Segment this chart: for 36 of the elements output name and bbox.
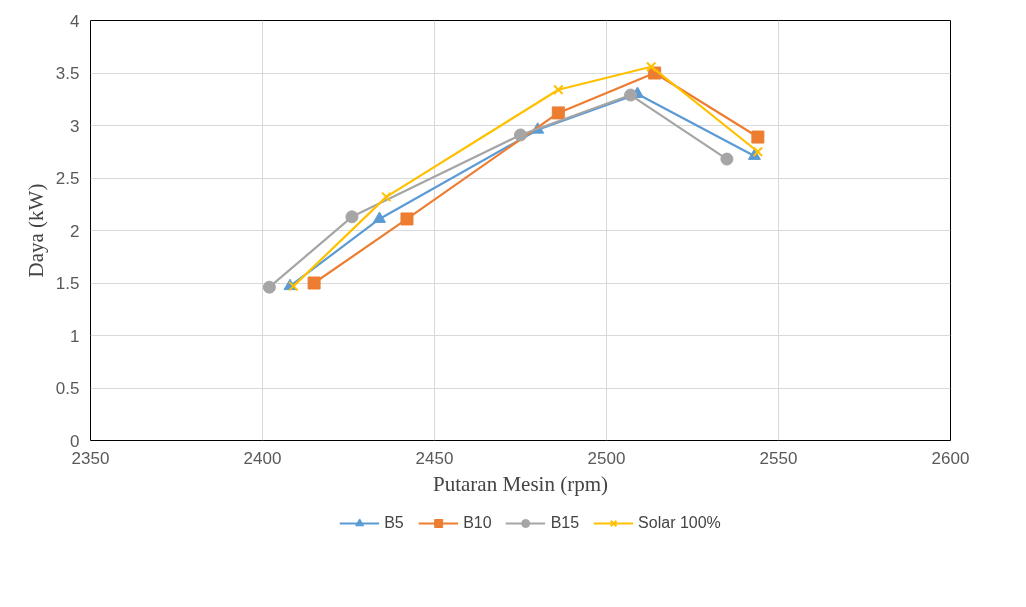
legend-label: B10 — [463, 514, 492, 532]
point — [551, 106, 565, 120]
point — [514, 128, 527, 142]
y-tick-label: 4 — [70, 11, 80, 31]
x-tick-label: 2450 — [415, 448, 454, 468]
point — [288, 280, 299, 292]
point — [345, 210, 359, 224]
y-tick-label: 1 — [70, 326, 80, 346]
point — [553, 84, 564, 96]
x-tick-label: 2600 — [931, 448, 970, 468]
point — [262, 280, 276, 294]
x-tick-label: 2400 — [243, 448, 282, 468]
point — [372, 211, 386, 223]
point — [624, 88, 638, 102]
y-tick-label: 0.5 — [55, 379, 80, 398]
legend-label: B5 — [384, 514, 405, 532]
x-tick-label: 2500 — [587, 448, 626, 468]
point — [751, 130, 765, 144]
y-axis-title: Daya (kW) — [23, 183, 48, 278]
legend-label: B15 — [550, 514, 580, 532]
point — [400, 212, 414, 226]
point — [752, 146, 764, 157]
point — [645, 61, 657, 72]
point — [307, 276, 321, 290]
x-tick-label: 2350 — [71, 448, 110, 468]
point — [720, 152, 734, 166]
legend-label: Solar 100% — [638, 514, 721, 532]
point — [381, 191, 392, 203]
y-tick-label: 0 — [70, 431, 80, 451]
y-tick-label: 2.5 — [55, 169, 80, 188]
y-tick-label: 3.5 — [55, 64, 80, 83]
y-tick-label: 3 — [70, 116, 80, 136]
x-tick-label: 2550 — [759, 448, 798, 468]
x-axis-title: Putaran Mesin (rpm) — [433, 471, 608, 496]
y-tick-label: 2 — [70, 221, 80, 241]
y-tick-label: 1.5 — [55, 274, 80, 293]
